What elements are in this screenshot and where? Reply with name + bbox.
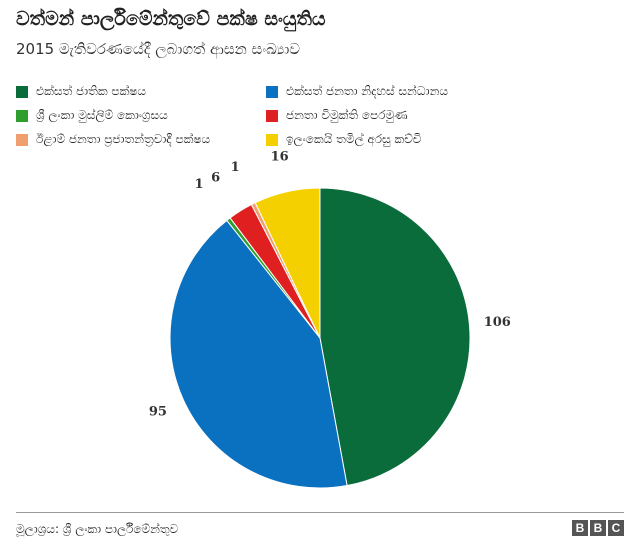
legend-swatch: [266, 85, 278, 98]
legend-item-itak: ඉලංකෙයි තමිල් අරසු කච්චි: [266, 132, 422, 147]
bbc-logo: B B C: [572, 520, 624, 536]
legend-item-slmc: ශ්‍රී ලංකා මුස්ලිම් කොංග්‍රසය: [16, 108, 168, 123]
slice-value-label: 106: [484, 315, 511, 330]
pie-slice: [319, 187, 471, 487]
legend-label: එක්සත් ජාතික පක්ෂය: [36, 84, 147, 98]
legend-swatch: [16, 109, 28, 122]
chart-subtitle: 2015 මැතිවරණයේදී ලබාගත් ආසන සංඛ්‍යාව: [16, 40, 301, 58]
slice-value-label: 16: [271, 150, 289, 165]
pie-slice: [254, 187, 321, 339]
slice-value-label: 1: [231, 160, 240, 175]
legend-swatch: [266, 133, 278, 146]
legend-item-upfa: එක්සත් ජනතා නිදහස් සන්ධානය: [266, 84, 448, 99]
legend-item-epdp: ඊළාම් ජනතා ප්‍රජාතන්ත්‍රවාදී පක්ෂය: [16, 132, 210, 147]
bbc-logo-letter: C: [608, 520, 624, 536]
source-text: මූලාශ්‍රය: ශ්‍රී ලංකා පාර්ලිමේන්තුව: [16, 522, 179, 536]
bbc-logo-letter: B: [572, 520, 588, 536]
legend-swatch: [16, 85, 28, 98]
legend-swatch: [16, 133, 28, 146]
chart-title: වත්මන් පාර්ලිමේන්තුවේ පක්ෂ සංයුතිය: [16, 8, 326, 30]
legend-label: ශ්‍රී ලංකා මුස්ලිම් කොංග්‍රසය: [36, 108, 168, 122]
legend-label: ජනතා විමුක්ති පෙරමුණ: [286, 108, 408, 122]
slice-value-label: 6: [211, 171, 220, 186]
bbc-logo-letter: B: [590, 520, 606, 536]
legend-label: ඉලංකෙයි තමිල් අරසු කච්චි: [286, 132, 422, 146]
legend-label: ඊළාම් ජනතා ප්‍රජාතන්ත්‍රවාදී පක්ෂය: [36, 132, 211, 146]
slice-value-label: 95: [149, 405, 167, 420]
legend-label: එක්සත් ජනතා නිදහස් සන්ධානය: [286, 84, 448, 98]
legend-item-jvp: ජනතා විමුක්ති පෙරමුණ: [266, 108, 408, 123]
pie-slice: [169, 219, 348, 489]
legend-swatch: [266, 109, 278, 122]
footer-divider: [16, 512, 624, 513]
legend-item-unp: එක්සත් ජාතික පක්ෂය: [16, 84, 146, 99]
slice-value-label: 1: [194, 177, 203, 192]
